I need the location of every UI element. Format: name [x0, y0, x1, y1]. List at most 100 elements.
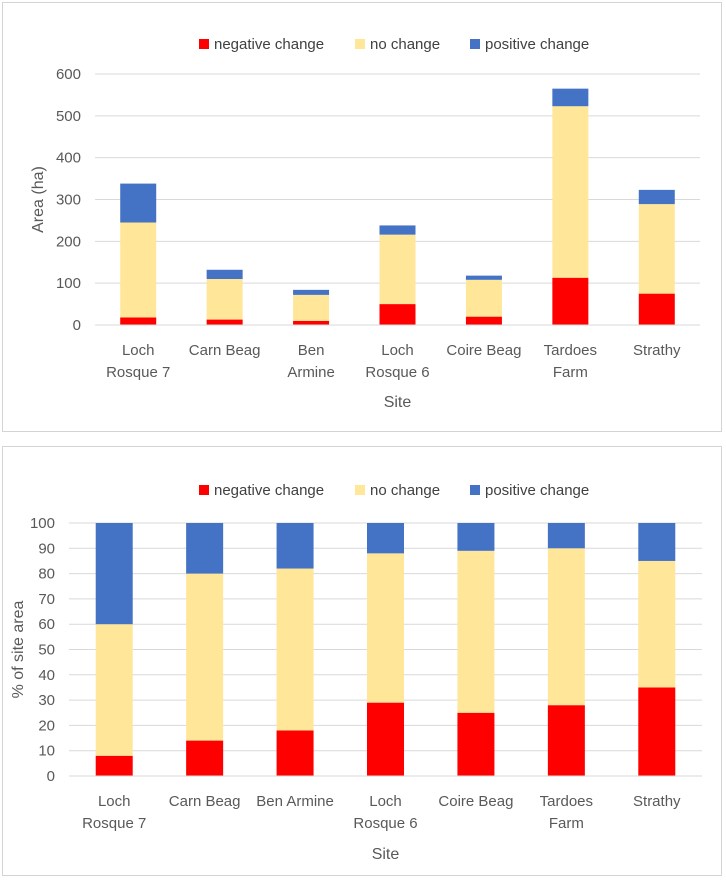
x-tick-label: Loch [381, 342, 414, 359]
bar-positive [186, 523, 224, 574]
legend-label-no-change: no change [370, 36, 440, 53]
bar-negative [465, 316, 502, 325]
legend-swatch-positive [470, 39, 480, 49]
bar-negative [186, 740, 224, 776]
y-tick-label: 70 [38, 591, 55, 608]
bar-no-change [206, 278, 243, 320]
bar-positive [547, 523, 585, 549]
x-tick-label: Tardoes [544, 342, 597, 359]
y-tick-label: 60 [38, 616, 55, 633]
y-tick-label: 400 [56, 150, 81, 167]
x-tick-label: Farm [553, 364, 588, 381]
x-tick-label: Rosque 6 [353, 815, 417, 832]
x-tick-label: Loch [122, 342, 155, 359]
x-tick-label: Coire Beag [438, 793, 513, 810]
legend-swatch-positive [470, 485, 480, 495]
y-tick-label: 30 [38, 692, 55, 709]
bar-negative [552, 277, 589, 325]
area-chart-panel: negative change no change positive change 0… [2, 2, 722, 432]
x-tick-label: Tardoes [540, 793, 593, 810]
y-tick-label: 50 [38, 642, 55, 659]
x-tick-label: Armine [287, 364, 335, 381]
bar-positive [465, 275, 502, 280]
bar-negative [95, 755, 133, 776]
x-tick-label: Rosque 7 [82, 815, 146, 832]
legend-swatch-negative [199, 39, 209, 49]
y-tick-label: 600 [56, 66, 81, 83]
legend: negative change no change positive change [199, 36, 589, 53]
y-tick-label: 100 [56, 275, 81, 292]
bar-no-change [276, 568, 314, 731]
bar-no-change [293, 294, 330, 321]
bar-no-change [186, 573, 224, 741]
y-tick-label: 40 [38, 667, 55, 684]
legend-label-no-change: no change [370, 482, 440, 499]
x-tick-label: Carn Beag [189, 342, 261, 359]
legend-swatch-negative [199, 485, 209, 495]
y-tick-label: 20 [38, 717, 55, 734]
y-tick-label: 90 [38, 540, 55, 557]
legend-swatch-no-change [355, 485, 365, 495]
bar-positive [552, 88, 589, 107]
x-tick-label: Ben [298, 342, 325, 359]
x-axis-title: Site [384, 394, 412, 411]
bar-no-change [638, 560, 676, 688]
bar-negative [206, 319, 243, 325]
legend-label-negative: negative change [214, 36, 324, 53]
bar-no-change [552, 106, 589, 278]
x-tick-label: Loch [98, 793, 131, 810]
y-tick-label: 200 [56, 233, 81, 250]
y-tick-label: 80 [38, 566, 55, 583]
bar-no-change [547, 548, 585, 706]
x-tick-label: Carn Beag [169, 793, 241, 810]
legend-label-positive: positive change [485, 36, 589, 53]
bar-positive [206, 269, 243, 279]
y-tick-label: 100 [30, 515, 55, 532]
y-tick-label: 500 [56, 108, 81, 125]
bar-positive [276, 523, 314, 569]
y-axis-title: % of site area [10, 600, 27, 698]
bar-negative [120, 317, 157, 325]
bars [120, 88, 675, 325]
bar-no-change [638, 204, 675, 294]
x-tick-label: Coire Beag [446, 342, 521, 359]
bar-negative [367, 702, 404, 776]
bar-positive [120, 183, 157, 223]
x-tick-label: Strathy [633, 793, 681, 810]
legend: negative change no change positive change [199, 482, 589, 499]
x-axis-title: Site [372, 846, 400, 863]
bar-positive [638, 189, 675, 205]
bar-negative [638, 687, 676, 776]
bar-no-change [457, 550, 495, 713]
legend-label-negative: negative change [214, 482, 324, 499]
x-tick-label: Rosque 7 [106, 364, 170, 381]
bar-positive [638, 523, 676, 561]
bar-no-change [95, 624, 133, 756]
bar-positive [367, 523, 404, 554]
bar-no-change [465, 279, 502, 317]
y-tick-label: 0 [73, 317, 81, 334]
x-tick-label: Loch [369, 793, 402, 810]
area-chart: negative change no change positive change 0… [30, 36, 700, 411]
bar-negative [379, 304, 416, 325]
y-tick-label: 0 [47, 768, 55, 785]
percent-chart: negative change no change positive change 0… [10, 482, 702, 863]
legend-swatch-no-change [355, 39, 365, 49]
x-tick-label: Rosque 6 [365, 364, 429, 381]
bar-positive [95, 523, 133, 625]
bar-negative [293, 320, 330, 325]
bar-positive [457, 523, 495, 551]
x-tick-label: Farm [549, 815, 584, 832]
percent-chart-panel: negative change no change positive change 0… [2, 446, 722, 876]
x-tick-label: Strathy [633, 342, 681, 359]
y-tick-label: 300 [56, 192, 81, 209]
bar-no-change [379, 234, 416, 305]
x-tick-label: Ben Armine [256, 793, 334, 810]
bars [95, 523, 676, 776]
bar-no-change [120, 222, 157, 318]
y-tick-label: 10 [38, 743, 55, 760]
bar-negative [276, 730, 314, 776]
bar-negative [457, 712, 495, 776]
bar-negative [638, 293, 675, 325]
bar-positive [293, 289, 330, 295]
